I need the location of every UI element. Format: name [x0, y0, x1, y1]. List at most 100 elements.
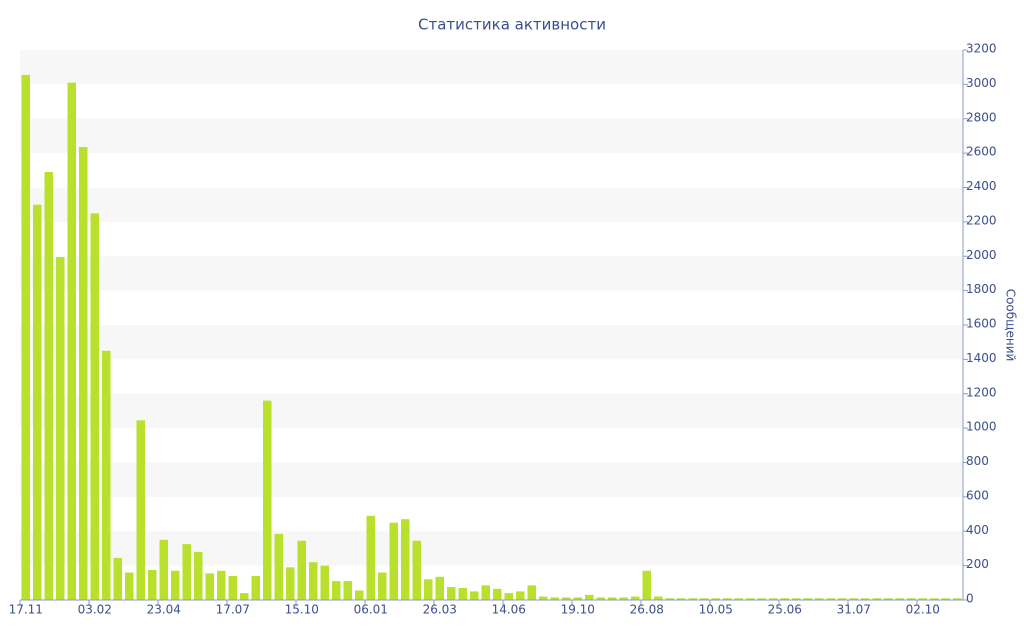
bar	[389, 522, 399, 600]
bar	[527, 585, 537, 600]
bar	[918, 598, 928, 600]
bar	[124, 572, 134, 600]
bar	[906, 598, 916, 600]
bar	[941, 598, 951, 600]
bar	[423, 579, 433, 600]
bar	[170, 570, 180, 600]
bar	[274, 533, 284, 600]
y-tick-label: 2800	[966, 110, 997, 124]
bar	[538, 596, 548, 600]
bar	[412, 540, 422, 600]
y-tick-label: 1600	[966, 317, 997, 331]
grid-band	[20, 325, 963, 360]
y-tick-label: 2000	[966, 248, 997, 262]
bar	[228, 575, 238, 600]
bar	[734, 598, 744, 600]
bar	[895, 598, 905, 600]
bar	[136, 420, 146, 600]
bar	[21, 74, 31, 600]
y-tick-label: 0	[966, 592, 974, 606]
bar	[297, 540, 307, 600]
bar	[481, 585, 491, 600]
bar	[90, 213, 100, 600]
bar	[711, 598, 721, 600]
bar	[205, 573, 215, 600]
bar	[780, 598, 790, 600]
y-tick-label: 2600	[966, 145, 997, 159]
bar	[757, 598, 767, 600]
bar	[515, 591, 525, 600]
bar	[320, 565, 330, 600]
y-tick-label: 3200	[966, 42, 997, 56]
grid-band	[20, 256, 963, 291]
x-tick-label: 10.05	[699, 603, 733, 617]
y-tick-label: 400	[966, 523, 989, 537]
y-tick-label: 2200	[966, 213, 997, 227]
bar	[803, 598, 813, 600]
bar	[446, 587, 456, 600]
bar	[113, 557, 123, 600]
bar	[688, 598, 698, 600]
bar	[768, 598, 778, 600]
bar	[354, 590, 364, 600]
bar	[619, 597, 629, 600]
chart-title: Статистика активности	[418, 16, 606, 34]
bar	[745, 598, 755, 600]
grid-band	[20, 393, 963, 429]
x-tick-label: 26.03	[423, 603, 457, 617]
x-tick-label: 31.07	[837, 603, 871, 617]
bar	[791, 598, 801, 600]
y-tick-label: 1800	[966, 282, 997, 296]
x-tick-label: 17.07	[216, 603, 250, 617]
bar	[216, 570, 226, 600]
bar	[596, 597, 606, 600]
bar	[722, 598, 732, 600]
y-tick-label: 3000	[966, 76, 997, 90]
bar	[251, 575, 261, 600]
grid-band	[20, 531, 963, 566]
grid-band	[20, 462, 963, 497]
bar	[699, 598, 709, 600]
bar	[435, 576, 445, 600]
y-tick-label: 1200	[966, 385, 997, 399]
grid-band	[20, 118, 963, 154]
bar	[55, 257, 65, 600]
y-tick-label: 2400	[966, 179, 997, 193]
bar	[814, 598, 824, 600]
y-tick-label: 200	[966, 557, 989, 571]
bar	[550, 597, 560, 600]
bar	[331, 581, 341, 600]
y-tick-label: 600	[966, 488, 989, 502]
bar	[952, 598, 962, 600]
bar	[504, 593, 514, 600]
bar	[653, 596, 663, 600]
bar	[32, 204, 42, 600]
bar	[642, 570, 652, 600]
bar	[78, 147, 88, 600]
bar	[573, 597, 583, 600]
x-tick-label: 14.06	[492, 603, 526, 617]
bar	[308, 562, 318, 600]
x-tick-label: 25.06	[768, 603, 802, 617]
bar	[883, 598, 893, 600]
bar	[458, 587, 468, 600]
bar	[285, 567, 295, 600]
bar	[182, 544, 192, 600]
bar	[561, 597, 571, 600]
x-tick-label: 26.08	[630, 603, 664, 617]
bar	[400, 519, 410, 600]
bar	[837, 598, 847, 600]
bar	[44, 172, 54, 600]
x-tick-label: 19.10	[561, 603, 595, 617]
bar	[630, 596, 640, 600]
bar	[584, 594, 594, 600]
bar	[469, 591, 479, 600]
bar	[860, 598, 870, 600]
bar	[826, 598, 836, 600]
x-tick-label: 02.10	[906, 603, 940, 617]
bar	[239, 593, 249, 600]
y-axis-label: Сообщений	[1004, 289, 1018, 362]
bar	[492, 588, 502, 600]
bar	[343, 581, 353, 600]
